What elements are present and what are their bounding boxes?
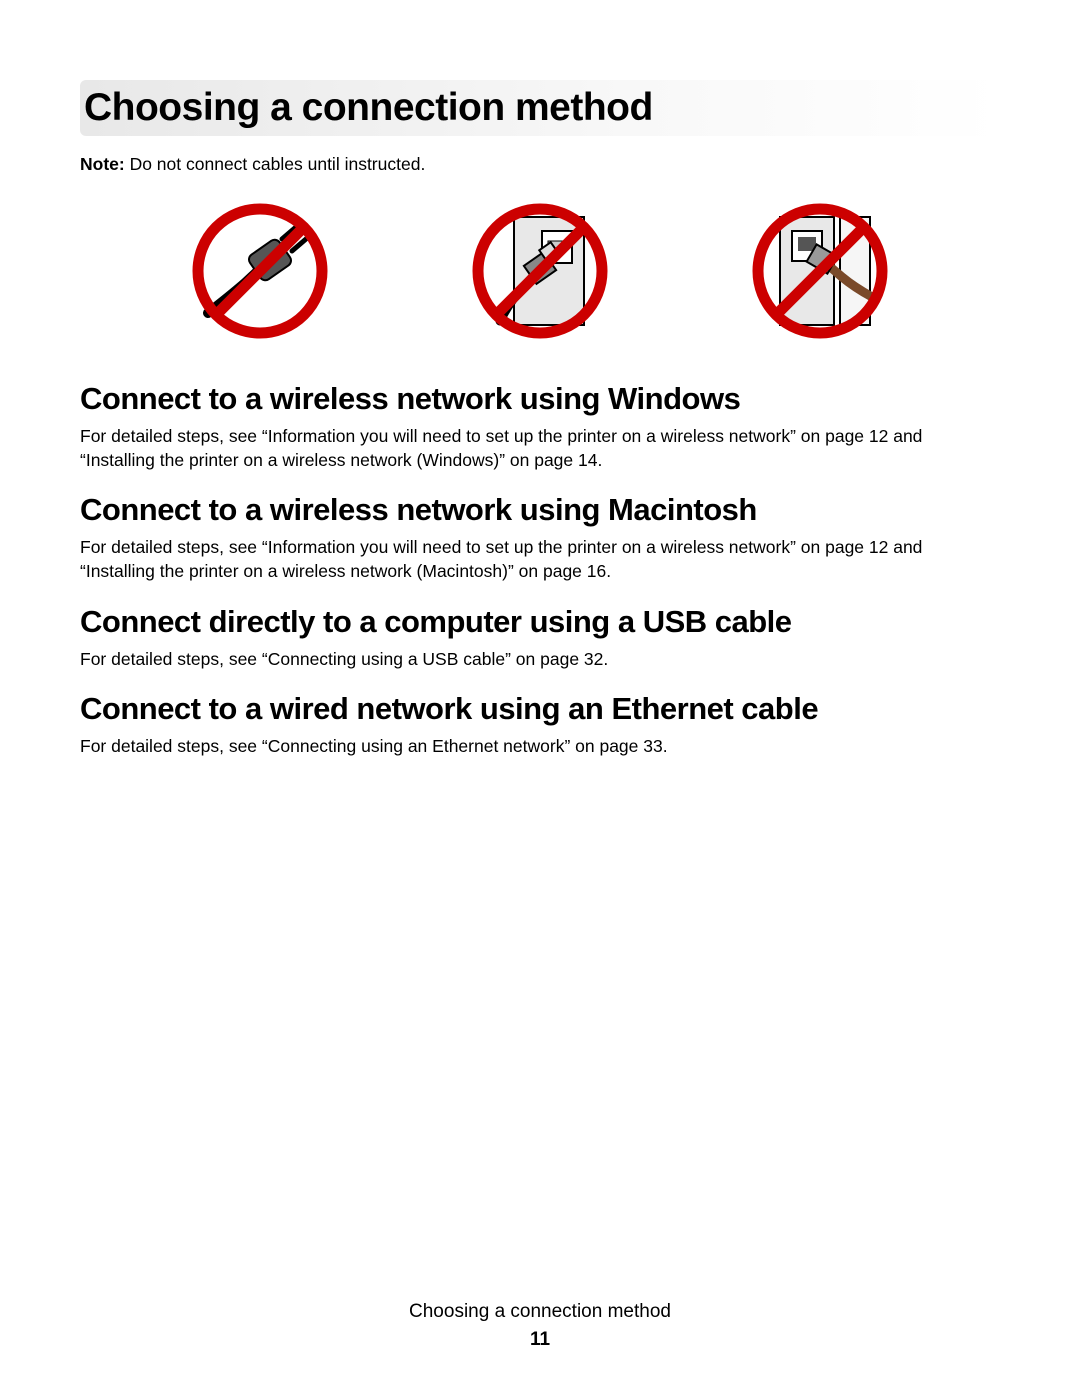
- section-body: For detailed steps, see “Information you…: [80, 536, 1000, 583]
- no-usb-cable-icon: [470, 201, 610, 341]
- section-heading: Connect to a wireless network using Wind…: [80, 381, 1000, 417]
- section-heading: Connect to a wired network using an Ethe…: [80, 691, 1000, 727]
- no-ethernet-cable-icon: [750, 201, 890, 341]
- section-body: For detailed steps, see “Connecting usin…: [80, 735, 1000, 759]
- page-title-bar: Choosing a connection method: [80, 80, 1000, 136]
- note-label: Note:: [80, 154, 130, 174]
- prohibition-icons-row: [80, 201, 1000, 341]
- no-power-plug-icon: [190, 201, 330, 341]
- page-footer: Choosing a connection method 11: [0, 1301, 1080, 1351]
- page-title: Choosing a connection method: [84, 86, 990, 130]
- footer-section-title: Choosing a connection method: [0, 1301, 1080, 1323]
- section-body: For detailed steps, see “Connecting usin…: [80, 648, 1000, 672]
- note-line: Note: Do not connect cables until instru…: [80, 154, 1000, 175]
- section-heading: Connect to a wireless network using Maci…: [80, 492, 1000, 528]
- note-text: Do not connect cables until instructed.: [130, 154, 426, 174]
- footer-page-number: 11: [0, 1329, 1080, 1351]
- section-heading: Connect directly to a computer using a U…: [80, 604, 1000, 640]
- section-body: For detailed steps, see “Information you…: [80, 425, 1000, 472]
